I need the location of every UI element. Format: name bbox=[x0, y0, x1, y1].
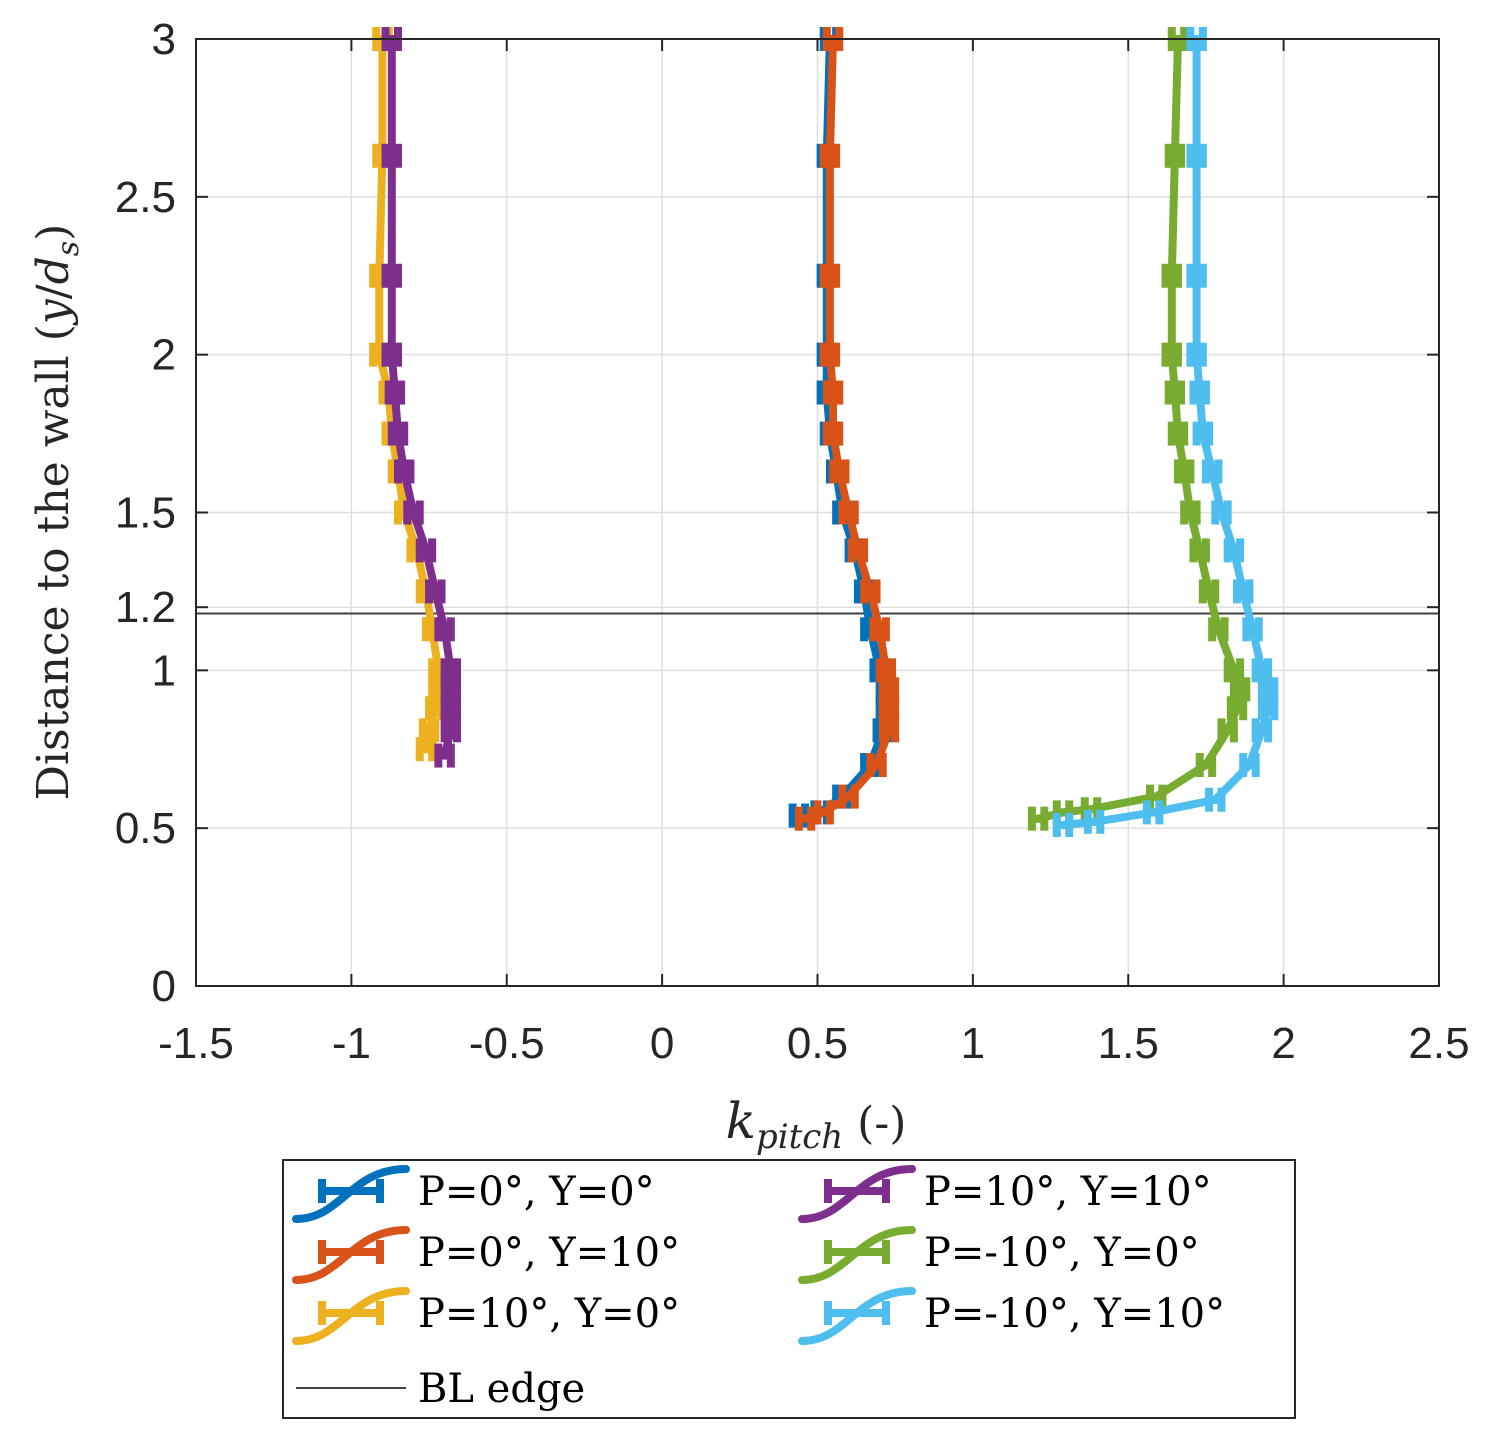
legend: P=0°, Y=0° P=0°, Y=10° P=10°, Y=0° P=10°, Y… bbox=[282, 1159, 1296, 1419]
y-tick-label: 0 bbox=[152, 962, 176, 1011]
legend-entry: P=10°, Y=10° bbox=[798, 1165, 1212, 1223]
x-axis-label-sub: pitch bbox=[756, 1117, 843, 1157]
legend-entry: P=-10°, Y=0° bbox=[798, 1226, 1200, 1284]
series-3 bbox=[369, 27, 449, 762]
x-tick-label: 2.5 bbox=[1408, 1019, 1469, 1068]
y-axis-label-d: d bbox=[28, 256, 79, 284]
legend-label: P=0°, Y=10° bbox=[418, 1230, 680, 1276]
series-5 bbox=[1027, 27, 1251, 831]
legend-label: P=-10°, Y=0° bbox=[924, 1230, 1200, 1276]
y-tick-label: 1.5 bbox=[115, 489, 176, 538]
legend-entries: P=0°, Y=0° P=0°, Y=10° P=10°, Y=0° P=10°, Y… bbox=[292, 1165, 1225, 1412]
legend-entry: P=-10°, Y=10° bbox=[798, 1287, 1225, 1345]
x-tick-label: -1.5 bbox=[158, 1019, 234, 1068]
y-axis-ticks: 0 0.5 1 1.2 1.5 2 2.5 3 bbox=[115, 15, 1439, 1011]
x-tick-label: -1 bbox=[332, 1019, 371, 1068]
y-tick-label: 2.5 bbox=[115, 173, 176, 222]
y-axis-label-slash: / bbox=[28, 284, 79, 299]
legend-entry: P=0°, Y=10° bbox=[292, 1226, 680, 1284]
legend-entry: P=0°, Y=0° bbox=[292, 1165, 655, 1223]
y-axis-label-suffix: ) bbox=[28, 224, 79, 241]
x-tick-label: 1 bbox=[961, 1019, 985, 1068]
x-tick-label: 0 bbox=[650, 1019, 674, 1068]
y-axis-label-prefix: Distance to the wall ( bbox=[28, 324, 79, 800]
x-tick-label: 0.5 bbox=[787, 1019, 848, 1068]
y-tick-label: 2 bbox=[152, 331, 176, 380]
y-tick-label: 3 bbox=[152, 15, 176, 64]
legend-label: P=-10°, Y=10° bbox=[924, 1291, 1225, 1337]
x-axis-label-main: k bbox=[726, 1092, 756, 1150]
y-axis-label-y: y bbox=[28, 298, 79, 326]
y-tick-label: 1.2 bbox=[115, 583, 176, 632]
x-axis-ticks: -1.5 -1 -0.5 0 0.5 1 1.5 2 2.5 bbox=[158, 39, 1470, 1068]
legend-label: P=0°, Y=0° bbox=[418, 1169, 655, 1215]
legend-label: P=10°, Y=10° bbox=[924, 1169, 1212, 1215]
y-axis-label-sub: s bbox=[51, 241, 86, 256]
legend-label: BL edge bbox=[418, 1366, 585, 1412]
series-4 bbox=[381, 27, 462, 768]
x-tick-label: 2 bbox=[1271, 1019, 1295, 1068]
legend-entry: P=10°, Y=0° bbox=[292, 1287, 680, 1345]
series-line bbox=[387, 35, 455, 760]
x-tick-label: 1.5 bbox=[1098, 1019, 1159, 1068]
x-axis-label-suffix: (-) bbox=[843, 1098, 906, 1149]
y-tick-label: 0.5 bbox=[115, 804, 176, 853]
series-line bbox=[375, 35, 443, 754]
y-tick-label: 1 bbox=[152, 646, 176, 695]
x-axis-label: kpitch (-) bbox=[726, 1092, 907, 1157]
series-layer bbox=[369, 27, 1279, 838]
x-tick-label: -0.5 bbox=[469, 1019, 545, 1068]
y-axis-label: Distance to the wall (y/ds) bbox=[28, 224, 86, 801]
legend-entry-bl-edge: BL edge bbox=[296, 1366, 585, 1412]
series-2 bbox=[794, 27, 900, 831]
series-6 bbox=[1052, 27, 1279, 838]
legend-label: P=10°, Y=0° bbox=[418, 1291, 680, 1337]
legend-box bbox=[282, 1159, 1296, 1419]
